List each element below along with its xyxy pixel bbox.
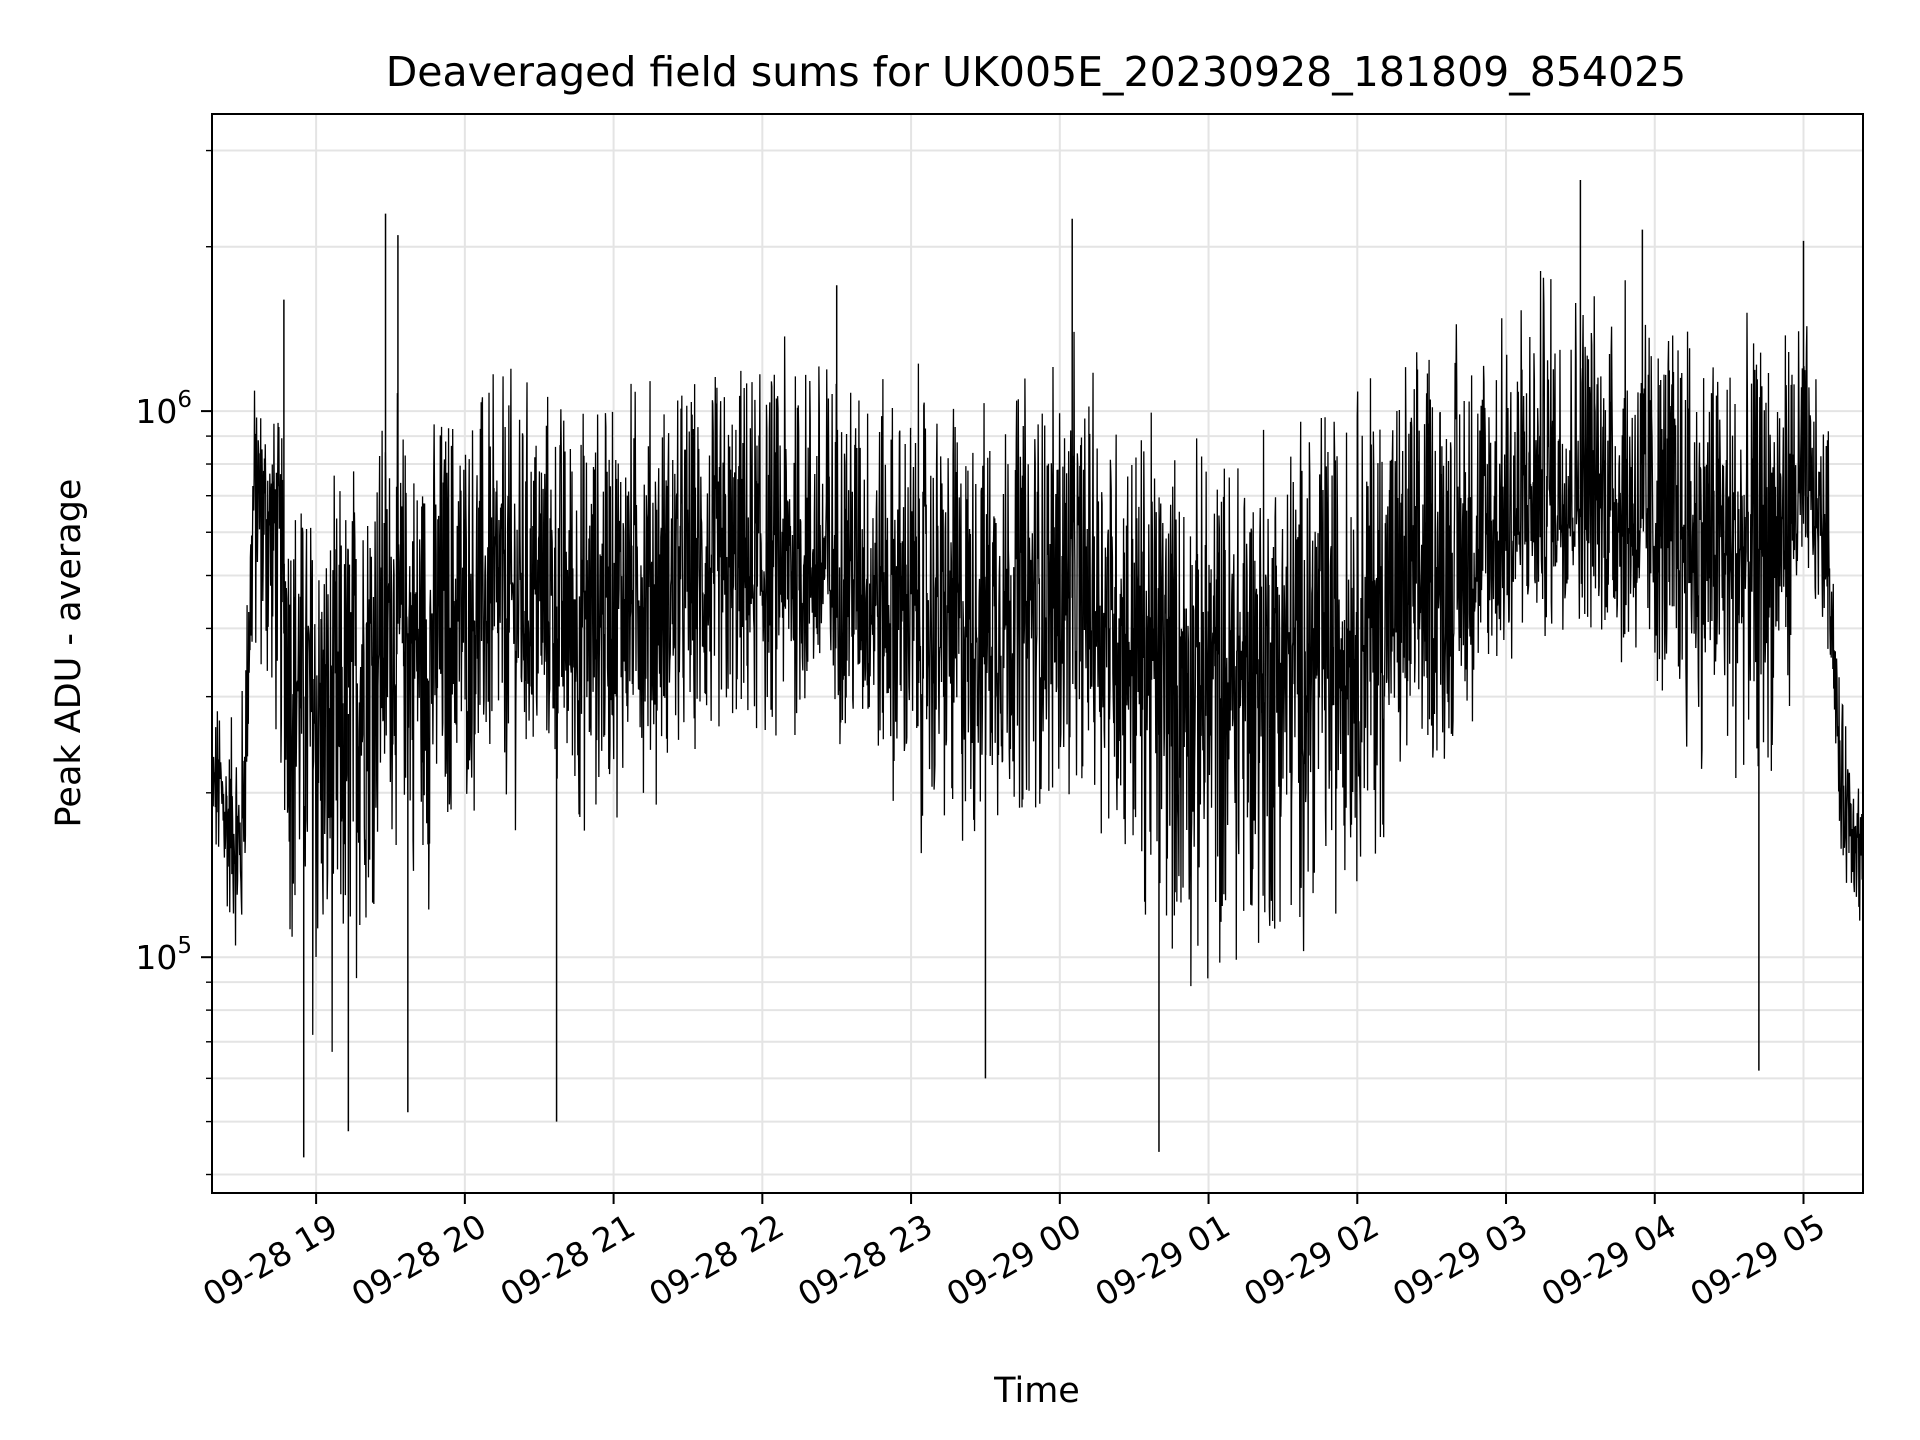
x-tick-label: 09-29 03 bbox=[1386, 1206, 1534, 1314]
x-tick-label: 09-29 02 bbox=[1237, 1206, 1385, 1314]
x-axis: 09-28 19 09-28 20 09-28 21 09-28 22 09-28 23… bbox=[196, 1193, 1832, 1314]
y-axis: 105 106 bbox=[135, 149, 212, 1176]
x-tick-label: 09-29 04 bbox=[1535, 1206, 1683, 1314]
x-tick-label: 09-29 01 bbox=[1089, 1206, 1237, 1314]
x-tick-label: 09-28 23 bbox=[791, 1206, 939, 1314]
x-tick-label: 09-29 05 bbox=[1684, 1206, 1832, 1314]
series-line bbox=[211, 271, 1864, 1052]
y-axis-label: Peak ADU - average bbox=[49, 479, 89, 828]
chart-title: Deaveraged field sums for UK005E_2023092… bbox=[386, 48, 1687, 96]
x-tick-label: 09-28 22 bbox=[642, 1206, 790, 1314]
x-tick-label: 09-29 00 bbox=[940, 1206, 1088, 1314]
x-tick-label: 09-28 21 bbox=[494, 1206, 642, 1314]
x-axis-label: Time bbox=[993, 1371, 1080, 1411]
x-tick-label: 09-28 20 bbox=[345, 1206, 493, 1314]
x-tick-label: 09-28 19 bbox=[196, 1206, 344, 1314]
data-layer bbox=[211, 179, 1864, 1158]
y-tick-label: 106 bbox=[135, 387, 192, 431]
plot-frame bbox=[211, 113, 1864, 1194]
y-tick-label: 105 bbox=[135, 933, 192, 977]
